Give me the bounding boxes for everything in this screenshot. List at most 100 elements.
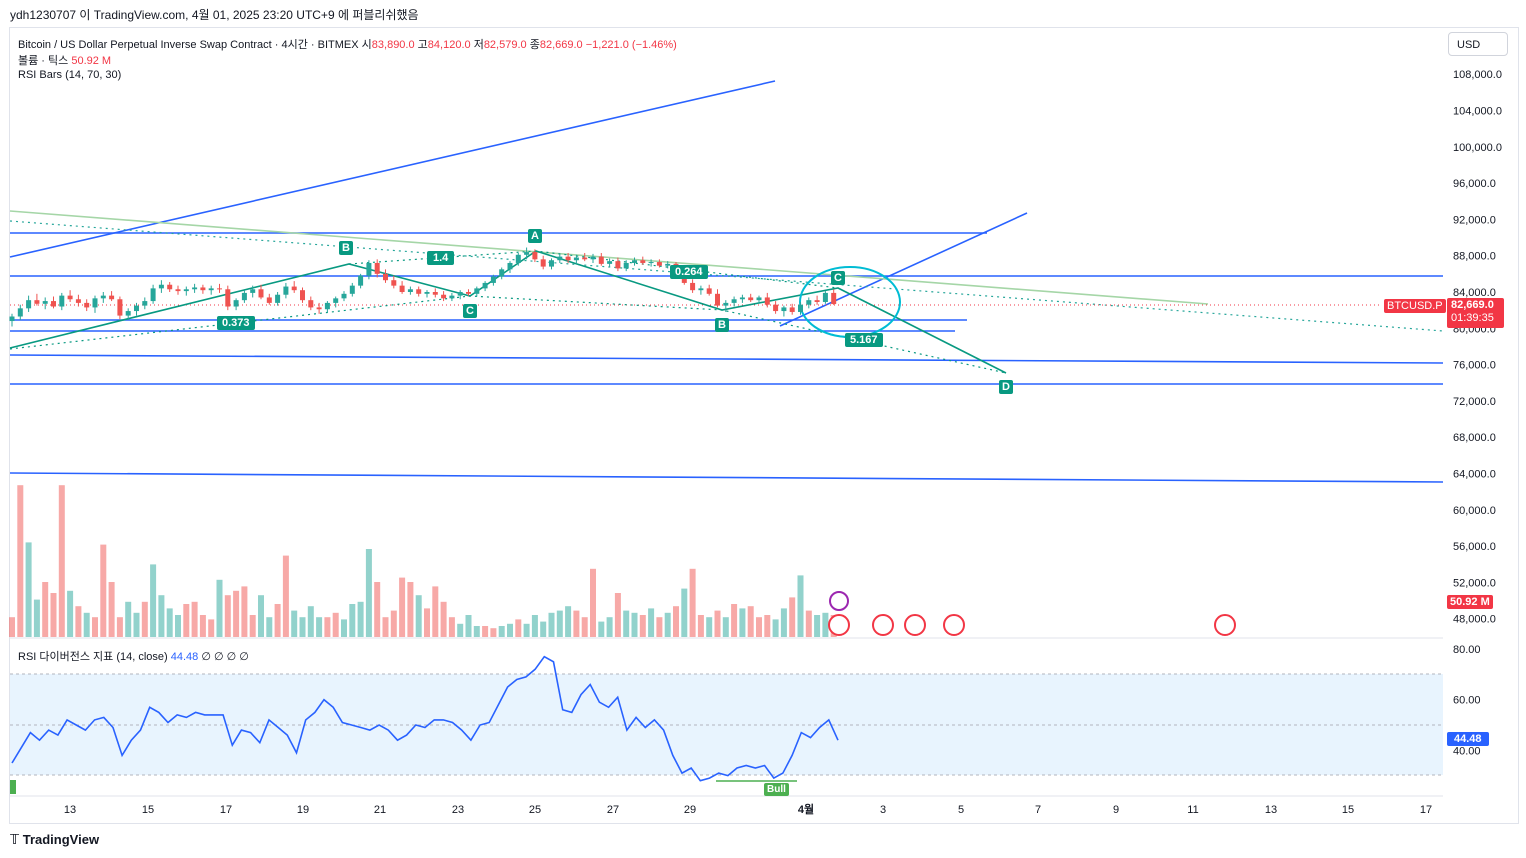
- candle-body: [84, 302, 90, 308]
- volume-bar: [490, 628, 497, 637]
- candle-body: [715, 293, 720, 306]
- tradingview-logo[interactable]: 𝕋 TradingView: [10, 832, 99, 848]
- volume-bar: [797, 575, 804, 637]
- rsi-div-flags: ∅ ∅ ∅ ∅: [201, 651, 249, 663]
- us-flag-icon[interactable]: [872, 614, 894, 636]
- trend-line: [9, 80, 776, 258]
- time-tick-label: 13: [64, 804, 76, 816]
- candle-body: [565, 256, 571, 261]
- volume-bar: [258, 595, 264, 637]
- volume-bar: [424, 608, 430, 637]
- candle-body: [731, 299, 737, 303]
- time-tick-label: 21: [374, 804, 386, 816]
- volume-bar: [789, 597, 796, 637]
- candle-body: [233, 300, 239, 307]
- volume-bar: [664, 612, 671, 637]
- currency-button[interactable]: USD: [1448, 32, 1508, 56]
- price-tick-label: 68,000.0: [1453, 432, 1496, 444]
- time-tick-label: 17: [220, 804, 232, 816]
- candle-body: [349, 285, 355, 294]
- candle-body: [474, 288, 480, 294]
- candle-body: [789, 307, 795, 312]
- price-tick-label: 88,000.0: [1453, 251, 1496, 263]
- rsi-bars-legend[interactable]: RSI Bars (14, 70, 30): [18, 69, 122, 81]
- candle-body: [773, 304, 779, 312]
- volume-bar: [42, 582, 49, 637]
- volume-bar: [116, 617, 123, 637]
- ratio-label-4: 5.167: [845, 333, 883, 347]
- volume-bar: [50, 593, 57, 637]
- volume-bar: [365, 549, 372, 637]
- time-tick-label: 7: [1035, 804, 1041, 816]
- candle-body: [316, 307, 322, 310]
- volume-bar: [465, 615, 472, 637]
- rsi-divergence-legend[interactable]: RSI 다이버전스 지표 (14, close) 44.48 ∅ ∅ ∅ ∅: [18, 648, 249, 664]
- candle-body: [51, 301, 56, 307]
- volume-bar: [772, 619, 779, 637]
- candle-body: [258, 289, 264, 298]
- lightning-event-icon[interactable]: [829, 591, 849, 611]
- highlight-ellipse: [799, 266, 901, 338]
- candle-body: [831, 292, 837, 305]
- rsi-tick-label: 60.00: [1453, 695, 1481, 707]
- volume-bar: [67, 590, 74, 637]
- candle-body: [59, 295, 65, 307]
- candle-body: [109, 295, 115, 300]
- volume-bar: [100, 544, 107, 637]
- volume-bar: [432, 586, 439, 637]
- price-tick-label: 100,000.0: [1453, 142, 1502, 154]
- volume-bar: [639, 615, 646, 637]
- volume-bar: [266, 617, 273, 637]
- volume-bar: [133, 612, 140, 637]
- volume-bar: [482, 626, 489, 637]
- us-flag-icon[interactable]: [1214, 614, 1236, 636]
- candle-body: [300, 290, 305, 301]
- volume-bar: [548, 612, 555, 637]
- candle-body: [175, 289, 181, 292]
- candle-body: [739, 297, 745, 300]
- volume-bar: [415, 595, 422, 637]
- candle-body: [241, 292, 247, 301]
- volume-bar: [780, 608, 787, 637]
- volume-tag: 50.92 M: [1447, 595, 1493, 609]
- published-line: ydh1230707 이 TradingView.com, 4월 01, 202…: [10, 8, 419, 22]
- time-tick-label: 27: [607, 804, 619, 816]
- volume-bar: [316, 617, 323, 637]
- candle-body: [607, 261, 613, 264]
- price-tick-label: 52,000.0: [1453, 577, 1496, 589]
- volume-bar: [299, 617, 306, 637]
- candle-body: [690, 282, 696, 291]
- candle-body: [466, 292, 471, 294]
- candle-body: [524, 252, 530, 255]
- candle-body: [341, 293, 347, 299]
- volume-bar: [540, 621, 547, 637]
- candle-body: [748, 297, 754, 301]
- candle-body: [67, 295, 73, 300]
- volume-bar: [556, 610, 563, 637]
- candle-body: [507, 262, 513, 270]
- ratio-label-1: 1.4: [427, 251, 455, 265]
- candle-body: [150, 288, 156, 302]
- candle-body: [424, 292, 430, 294]
- candle-body: [374, 262, 380, 274]
- candle-body: [615, 261, 621, 269]
- trend-line: [9, 354, 1444, 364]
- pattern-label-b1: B: [339, 241, 353, 255]
- volume-bar: [764, 615, 771, 637]
- us-flag-icon[interactable]: [943, 614, 965, 636]
- symbol-title[interactable]: Bitcoin / US Dollar Perpetual Inverse Sw…: [18, 39, 359, 51]
- event-flags[interactable]: [828, 591, 1236, 636]
- volume-legend[interactable]: 볼륨 · 틱스 50.92 M: [18, 52, 111, 68]
- volume-bar: [473, 626, 480, 637]
- volume-bar: [731, 604, 738, 637]
- candle-body: [490, 276, 496, 283]
- rsi-line-group: [10, 655, 839, 794]
- us-flag-icon[interactable]: [904, 614, 926, 636]
- harmonic-dotted-line: [348, 250, 839, 289]
- candle-body: [17, 308, 23, 317]
- volume-bar: [150, 564, 157, 637]
- volume-bar: [390, 610, 397, 637]
- us-flag-icon[interactable]: [828, 614, 850, 636]
- volume-bar: [739, 608, 746, 637]
